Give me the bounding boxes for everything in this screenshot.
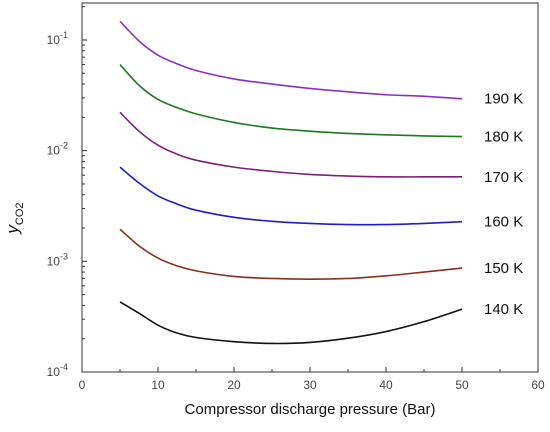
- y-tick-exponent: -1: [60, 30, 68, 40]
- y-tick-label: 10-3: [47, 251, 68, 268]
- y-tick-label: 10-1: [47, 30, 68, 47]
- y-tick-base: 10: [47, 144, 61, 158]
- series-line: [119, 20, 463, 100]
- x-axis-title: Compressor discharge pressure (Bar): [185, 401, 436, 418]
- x-tick-label: 0: [79, 378, 86, 392]
- series-line: [119, 228, 463, 280]
- series-label: 180 K: [484, 129, 523, 146]
- y-tick-exponent: -4: [60, 362, 68, 372]
- series-label: 150 K: [484, 260, 523, 277]
- series-line: [119, 301, 463, 345]
- series-line: [119, 111, 462, 178]
- y-tick-exponent: -2: [60, 141, 68, 151]
- x-tick-label: 60: [531, 378, 545, 392]
- series-lines: [119, 20, 463, 345]
- y-axis-title-group: yCO2: [3, 202, 26, 234]
- x-tick-label: 10: [151, 378, 165, 392]
- y-tick-base: 10: [47, 365, 61, 379]
- y-axis-title-main: y: [3, 224, 22, 235]
- series-label: 160 K: [484, 214, 523, 231]
- series-line: [119, 166, 463, 226]
- x-tick-label: 40: [379, 378, 393, 392]
- y-axis-title-sub: CO2: [14, 202, 26, 225]
- series-labels: 190 K 180 K 170 K 160 K 150 K 140 K: [484, 91, 523, 318]
- y-tick-label: 10-2: [47, 141, 68, 158]
- y-axis-title: yCO2: [3, 202, 26, 234]
- plot-frame: [81, 2, 539, 373]
- y-tick-exponent: -3: [60, 251, 68, 261]
- y-tick-base: 10: [47, 254, 61, 268]
- series-label: 190 K: [484, 91, 523, 108]
- x-tick-label: 20: [227, 378, 241, 392]
- y-tick-base: 10: [47, 33, 61, 47]
- y-axis-ticks: 10-410-310-210-1: [47, 6, 87, 379]
- series-label: 140 K: [484, 301, 523, 318]
- series-label: 170 K: [484, 169, 523, 186]
- x-tick-label: 30: [303, 378, 317, 392]
- y-tick-label: 10-4: [47, 362, 68, 379]
- x-tick-label: 50: [455, 378, 469, 392]
- series-line: [119, 64, 463, 138]
- x-axis-ticks: 0 10 20 30 40 50 60: [79, 367, 545, 392]
